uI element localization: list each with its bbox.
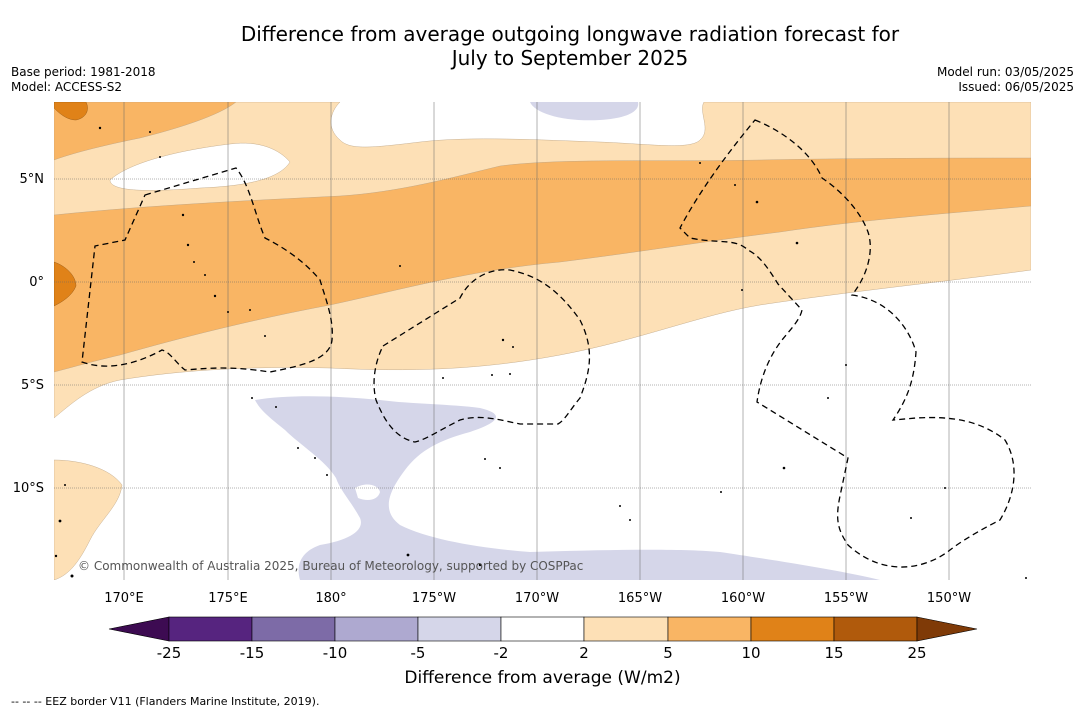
colorbar-tick: 10 bbox=[741, 644, 760, 662]
colorbar-tick: 2 bbox=[579, 644, 589, 662]
model-name: Model: ACCESS-S2 bbox=[11, 80, 123, 94]
colorbar-tick: 25 bbox=[907, 644, 926, 662]
eez-kiribati-line bbox=[679, 119, 1015, 568]
lon-label: 155°W bbox=[824, 591, 868, 606]
map-title: Difference from average outgoing longwav… bbox=[0, 22, 1085, 70]
lat-label: 5°N bbox=[20, 172, 45, 187]
eez-kiribati-phoenix bbox=[373, 269, 591, 443]
map-area: © Commonwealth of Australia 2025, Bureau… bbox=[54, 102, 1031, 580]
copyright-text: © Commonwealth of Australia 2025, Bureau… bbox=[78, 559, 583, 573]
lon-label: 170°E bbox=[104, 591, 144, 606]
gridlines bbox=[54, 102, 1031, 580]
anomaly-orange-band bbox=[54, 157, 1031, 373]
lon-label: 180° bbox=[315, 591, 346, 606]
colorbar-segment bbox=[251, 616, 336, 642]
colorbar-segment bbox=[750, 616, 835, 642]
colorbar-tick: -2 bbox=[494, 644, 509, 662]
lon-label: 175°W bbox=[412, 591, 456, 606]
anomaly-white-gap bbox=[109, 142, 291, 191]
islands bbox=[54, 126, 1027, 579]
anomaly-light-purple-north bbox=[530, 102, 639, 121]
anomaly-light-purple-south bbox=[255, 396, 880, 580]
lon-label: 170°W bbox=[515, 591, 559, 606]
issued-date: Issued: 06/05/2025 bbox=[958, 80, 1074, 94]
colorbar-title: Difference from average (W/m2) bbox=[404, 668, 681, 688]
lat-label: 0° bbox=[29, 275, 44, 290]
lon-label: 150°W bbox=[927, 591, 971, 606]
title-line-2: July to September 2025 bbox=[451, 46, 689, 70]
colorbar-arrow-min bbox=[108, 616, 170, 642]
colorbar-segment bbox=[667, 616, 752, 642]
colorbar-tick: 15 bbox=[824, 644, 843, 662]
colorbar-tick: -10 bbox=[323, 644, 348, 662]
lon-label: 165°W bbox=[618, 591, 662, 606]
colorbar-segment bbox=[334, 616, 419, 642]
lat-labels: 5°N 0° 5°S 10°S bbox=[13, 172, 44, 496]
eez-kiribati-gilbert bbox=[81, 167, 333, 373]
anomaly-white-hole bbox=[355, 484, 380, 500]
colorbar-tick: -25 bbox=[157, 644, 182, 662]
title-line-1: Difference from average outgoing longwav… bbox=[240, 22, 900, 46]
lon-label: 160°W bbox=[721, 591, 765, 606]
lon-label: 175°E bbox=[208, 591, 248, 606]
colorbar-tick: -5 bbox=[411, 644, 426, 662]
eez-borders bbox=[81, 119, 1015, 568]
base-period: Base period: 1981-2018 bbox=[11, 65, 156, 79]
lat-label: 10°S bbox=[13, 481, 44, 496]
colorbar-segment bbox=[500, 616, 585, 642]
meta-right: Model run: 03/05/2025 Issued: 06/05/2025 bbox=[937, 65, 1074, 95]
lat-label: 5°S bbox=[21, 378, 44, 393]
colorbar-arrow-max bbox=[916, 616, 978, 642]
colorbar-segment bbox=[833, 616, 918, 642]
lon-labels: 170°E 175°E 180° 175°W 170°W 165°W 160°W… bbox=[104, 591, 971, 606]
colorbar: -25 -15 -10 -5 -2 2 5 10 15 25 bbox=[108, 616, 978, 662]
colorbar-segment bbox=[168, 616, 253, 642]
model-run: Model run: 03/05/2025 bbox=[936, 65, 1074, 79]
anomaly-dark-orange-corner bbox=[54, 102, 88, 121]
colorbar-segment bbox=[583, 616, 669, 642]
colorbar-segment bbox=[417, 616, 502, 642]
anomaly-light-orange-southwest bbox=[54, 459, 123, 580]
colorbar-tick: -15 bbox=[240, 644, 265, 662]
colorbar-tick: 5 bbox=[663, 644, 673, 662]
eez-footnote: -- -- -- EEZ border V11 (Flanders Marine… bbox=[11, 695, 320, 708]
anomaly-orange-corner bbox=[54, 102, 237, 161]
meta-left: Base period: 1981-2018 Model: ACCESS-S2 bbox=[11, 65, 156, 95]
anomaly-dark-orange-west bbox=[54, 261, 77, 307]
